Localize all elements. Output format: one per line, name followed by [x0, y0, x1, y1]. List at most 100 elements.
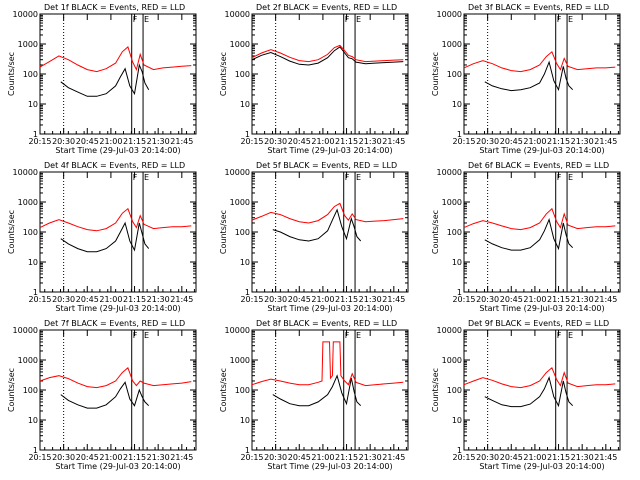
events-series-line [60, 221, 150, 253]
panel-3: Det 3f BLACK = Events, RED = LLD 1 10 100 10… [431, 3, 621, 155]
panel-title: Det 7f BLACK = Events, RED = LLD [44, 319, 185, 328]
x-tick-label: 21:45 [170, 453, 193, 462]
y-tick-label: 10 [240, 416, 250, 425]
y-tick-label: 1000 [230, 40, 250, 49]
x-tick-label: 21:00 [523, 295, 546, 304]
y-tick-label: 1 [457, 446, 462, 455]
x-tick-label: 21:45 [382, 137, 405, 146]
x-axis-label: Start Time (29-Jul-03 20:14:00) [479, 304, 604, 313]
panel-2: Det 2f BLACK = Events, RED = LLD 1 10 100 10… [219, 3, 409, 155]
y-axis-label: Counts/sec [431, 368, 440, 412]
y-axis-label: Counts/sec [431, 210, 440, 254]
y-tick-label: 1 [33, 446, 38, 455]
y-tick-label: 100 [23, 70, 38, 79]
events-series-line [60, 381, 150, 409]
y-tick-label: 10000 [225, 326, 250, 335]
x-tick-label: 20:30 [476, 453, 499, 462]
x-tick-label: 21:15 [335, 453, 358, 462]
x-tick-label: 20:45 [500, 453, 523, 462]
x-tick-label: 20:45 [288, 137, 311, 146]
x-tick-label: 21:00 [99, 137, 122, 146]
y-tick-label: 1 [245, 130, 250, 139]
panel-title: Det 6f BLACK = Events, RED = LLD [468, 161, 609, 170]
x-tick-label: 20:15 [452, 137, 475, 146]
flag-label: F [557, 15, 562, 24]
x-axis-label: Start Time (29-Jul-03 20:14:00) [267, 146, 392, 155]
x-tick-label: 20:15 [240, 137, 263, 146]
y-tick-label: 10000 [437, 10, 462, 19]
events-series-line [272, 208, 362, 242]
flag-label: E [356, 331, 361, 340]
lld-series-line [251, 202, 404, 224]
x-tick-label: 21:15 [123, 453, 146, 462]
y-axis-label: Counts/sec [7, 368, 16, 412]
flag-label: F [133, 331, 138, 340]
panel-8: Det 8f BLACK = Events, RED = LLD 1 10 100 10… [219, 319, 409, 471]
x-tick-label: 20:30 [52, 453, 75, 462]
x-tick-label: 21:00 [523, 453, 546, 462]
x-axis-label: Start Time (29-Jul-03 20:14:00) [55, 146, 180, 155]
flag-label: E [568, 173, 573, 182]
x-tick-label: 20:15 [28, 137, 51, 146]
flag-label: E [144, 331, 149, 340]
y-tick-label: 10000 [225, 168, 250, 177]
flag-label: E [568, 331, 573, 340]
y-tick-label: 10000 [13, 168, 38, 177]
flag-label: F [133, 15, 138, 24]
y-tick-label: 10000 [13, 326, 38, 335]
x-tick-label: 20:45 [500, 295, 523, 304]
flag-label: F [557, 331, 562, 340]
x-tick-label: 21:45 [170, 137, 193, 146]
x-tick-label: 20:45 [76, 295, 99, 304]
y-tick-label: 1000 [18, 40, 38, 49]
y-tick-label: 1 [457, 130, 462, 139]
x-tick-label: 20:15 [240, 453, 263, 462]
x-tick-label: 21:15 [123, 295, 146, 304]
y-tick-label: 1 [33, 288, 38, 297]
x-tick-label: 20:30 [264, 137, 287, 146]
y-axis-label: Counts/sec [219, 368, 228, 412]
y-tick-label: 1000 [442, 198, 462, 207]
lld-series-line [251, 44, 404, 63]
y-tick-label: 10 [452, 100, 462, 109]
x-tick-label: 20:30 [476, 137, 499, 146]
x-tick-label: 20:30 [52, 137, 75, 146]
y-tick-label: 10000 [437, 326, 462, 335]
x-tick-label: 21:15 [547, 295, 570, 304]
y-axis-label: Counts/sec [219, 210, 228, 254]
y-axis-label: Counts/sec [7, 52, 16, 96]
x-axis-label: Start Time (29-Jul-03 20:14:00) [55, 462, 180, 471]
flag-label: E [144, 173, 149, 182]
x-tick-label: 21:30 [571, 453, 594, 462]
x-tick-label: 21:30 [359, 137, 382, 146]
x-axis-label: Start Time (29-Jul-03 20:14:00) [479, 146, 604, 155]
y-tick-label: 1000 [230, 198, 250, 207]
x-tick-label: 21:00 [523, 137, 546, 146]
panel-5: Det 5f BLACK = Events, RED = LLD 1 10 100 10… [219, 161, 409, 313]
flag-label: E [144, 15, 149, 24]
flag-label: F [133, 173, 138, 182]
x-tick-label: 21:00 [311, 453, 334, 462]
y-tick-label: 1 [245, 446, 250, 455]
y-tick-label: 10000 [13, 10, 38, 19]
x-tick-label: 21:00 [99, 453, 122, 462]
panel-title: Det 2f BLACK = Events, RED = LLD [256, 3, 397, 12]
x-tick-label: 21:30 [359, 453, 382, 462]
x-axis-label: Start Time (29-Jul-03 20:14:00) [55, 304, 180, 313]
y-axis-label: Counts/sec [219, 52, 228, 96]
events-series-line [484, 376, 574, 408]
panel-9: Det 9f BLACK = Events, RED = LLD 1 10 100 10… [431, 319, 621, 471]
y-tick-label: 1000 [18, 198, 38, 207]
y-tick-label: 10 [28, 258, 38, 267]
y-tick-label: 10000 [225, 10, 250, 19]
flag-label: F [557, 173, 562, 182]
x-tick-label: 21:15 [547, 137, 570, 146]
x-axis-label: Start Time (29-Jul-03 20:14:00) [479, 462, 604, 471]
x-tick-label: 20:15 [240, 295, 263, 304]
lld-series-line [39, 207, 192, 232]
y-axis-label: Counts/sec [7, 210, 16, 254]
x-tick-label: 21:45 [594, 295, 617, 304]
x-tick-label: 21:00 [311, 137, 334, 146]
x-tick-label: 20:45 [288, 295, 311, 304]
